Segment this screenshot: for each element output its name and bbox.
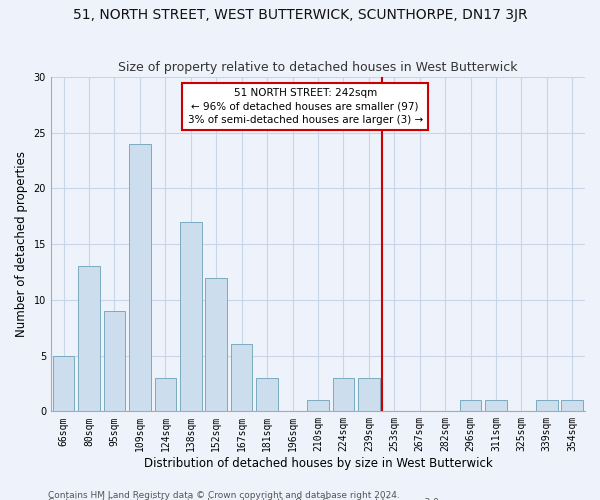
Text: 51 NORTH STREET: 242sqm
← 96% of detached houses are smaller (97)
3% of semi-det: 51 NORTH STREET: 242sqm ← 96% of detache… [188,88,423,124]
Bar [562,400,583,411]
Bar [256,378,278,412]
Bar [332,378,354,412]
Bar [180,222,202,412]
Bar [485,400,507,411]
Bar [129,144,151,411]
Bar [155,378,176,412]
Bar [78,266,100,412]
Title: Size of property relative to detached houses in West Butterwick: Size of property relative to detached ho… [118,62,518,74]
Y-axis label: Number of detached properties: Number of detached properties [15,151,28,337]
Text: 51, NORTH STREET, WEST BUTTERWICK, SCUNTHORPE, DN17 3JR: 51, NORTH STREET, WEST BUTTERWICK, SCUNT… [73,8,527,22]
Bar [53,356,74,412]
X-axis label: Distribution of detached houses by size in West Butterwick: Distribution of detached houses by size … [143,457,493,470]
Bar [231,344,253,412]
Bar [460,400,481,411]
Bar [536,400,557,411]
Text: Contains public sector information licensed under the Open Government Licence v3: Contains public sector information licen… [48,498,442,500]
Text: Contains HM Land Registry data © Crown copyright and database right 2024.: Contains HM Land Registry data © Crown c… [48,490,400,500]
Bar [307,400,329,411]
Bar [205,278,227,411]
Bar [358,378,380,412]
Bar [104,311,125,412]
